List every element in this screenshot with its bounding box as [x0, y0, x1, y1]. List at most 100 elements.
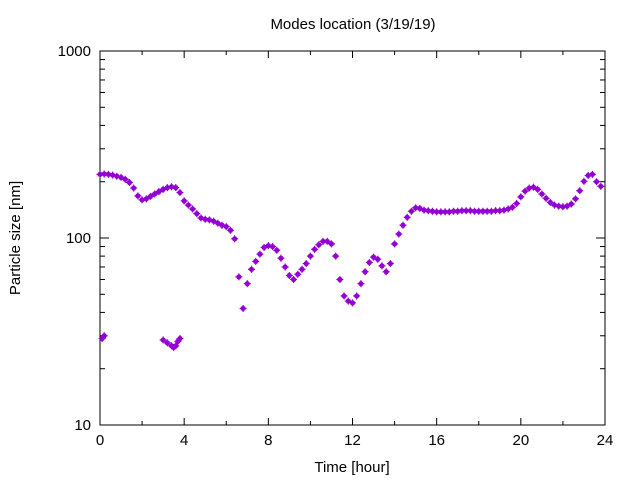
- data-point: [151, 190, 159, 198]
- data-point: [357, 280, 365, 288]
- data-point: [121, 175, 129, 183]
- data-point: [273, 246, 281, 254]
- x-tick-label: 24: [597, 432, 614, 449]
- data-point: [555, 202, 563, 210]
- data-point: [403, 213, 411, 221]
- x-tick-label: 20: [512, 432, 529, 449]
- data-point: [269, 243, 277, 251]
- data-point: [193, 210, 201, 218]
- data-point: [172, 184, 180, 192]
- data-point: [184, 201, 192, 209]
- data-point: [176, 335, 184, 343]
- x-axis-ticks: 0 4 8 12 16 20 24: [96, 51, 614, 449]
- data-point: [163, 339, 171, 347]
- data-point: [563, 202, 571, 210]
- data-point: [365, 258, 373, 266]
- data-point: [374, 255, 382, 263]
- data-point: [311, 245, 319, 253]
- data-point: [386, 260, 394, 268]
- data-point: [117, 173, 125, 181]
- x-tick-label: 12: [344, 432, 361, 449]
- data-point: [441, 208, 449, 216]
- y-tick-label: 10: [74, 417, 91, 434]
- x-tick-label: 0: [96, 432, 104, 449]
- data-point: [210, 217, 218, 225]
- data-point: [517, 193, 525, 201]
- data-point: [336, 275, 344, 283]
- data-point: [391, 240, 399, 248]
- data-point: [290, 275, 298, 283]
- x-axis-label: Time [hour]: [314, 459, 389, 476]
- data-point: [332, 252, 340, 260]
- data-point: [222, 223, 230, 231]
- data-point: [226, 226, 234, 234]
- data-point: [534, 185, 542, 193]
- data-point: [252, 257, 260, 265]
- data-point: [100, 332, 108, 340]
- y-minor-ticks: [100, 59, 605, 370]
- data-point: [323, 237, 331, 245]
- data-point: [180, 197, 188, 205]
- data-point: [370, 253, 378, 261]
- data-point: [542, 194, 550, 202]
- data-point: [315, 241, 323, 249]
- data-point: [172, 342, 180, 350]
- data-point: [189, 205, 197, 213]
- data-point: [445, 208, 453, 216]
- data-point: [256, 250, 264, 258]
- data-point: [159, 336, 167, 344]
- data-point: [327, 240, 335, 248]
- data-point: [588, 170, 596, 178]
- chart-title: Modes location (3/19/19): [270, 16, 435, 33]
- data-point: [382, 268, 390, 276]
- data-point: [521, 187, 529, 195]
- data-point: [155, 188, 163, 196]
- data-point: [407, 207, 415, 215]
- data-point: [147, 192, 154, 200]
- data-point: [349, 299, 356, 307]
- x-tick-label: 4: [180, 432, 188, 449]
- data-point: [281, 263, 289, 271]
- y-tick-label: 100: [66, 230, 91, 247]
- data-point: [306, 252, 314, 260]
- data-point: [538, 190, 546, 198]
- data-point: [399, 221, 407, 229]
- data-point: [302, 260, 310, 268]
- y-tick-label: 1000: [58, 43, 91, 60]
- data-point: [243, 280, 251, 288]
- data-point: [361, 268, 369, 276]
- plot-frame: [99, 50, 606, 426]
- data-point: [239, 304, 247, 312]
- x-tick-label: 8: [264, 432, 272, 449]
- data-point: [395, 230, 403, 238]
- data-point: [125, 179, 133, 187]
- data-point: [378, 262, 386, 270]
- data-point: [593, 178, 601, 186]
- data-point: [294, 270, 302, 278]
- data-point: [529, 183, 537, 191]
- y-axis-ticks: 10 100 1000: [58, 43, 605, 434]
- data-point: [580, 177, 588, 185]
- y-axis-label: Particle size [nm]: [7, 181, 24, 295]
- data-point: [235, 273, 243, 281]
- data-point: [231, 235, 239, 243]
- data-point: [340, 292, 348, 300]
- data-points: [96, 170, 605, 351]
- data-point: [248, 265, 255, 273]
- data-point: [567, 200, 575, 208]
- data-point: [546, 198, 554, 206]
- data-point: [134, 192, 142, 200]
- data-point: [298, 265, 306, 273]
- data-point: [597, 182, 605, 190]
- data-point: [285, 272, 293, 280]
- x-tick-label: 16: [428, 432, 445, 449]
- data-point: [214, 219, 222, 227]
- data-point: [508, 203, 516, 211]
- data-point: [353, 292, 361, 300]
- data-point: [576, 187, 584, 195]
- data-point: [277, 254, 285, 262]
- data-point: [176, 189, 184, 197]
- data-point: [142, 195, 150, 203]
- data-point: [130, 184, 138, 192]
